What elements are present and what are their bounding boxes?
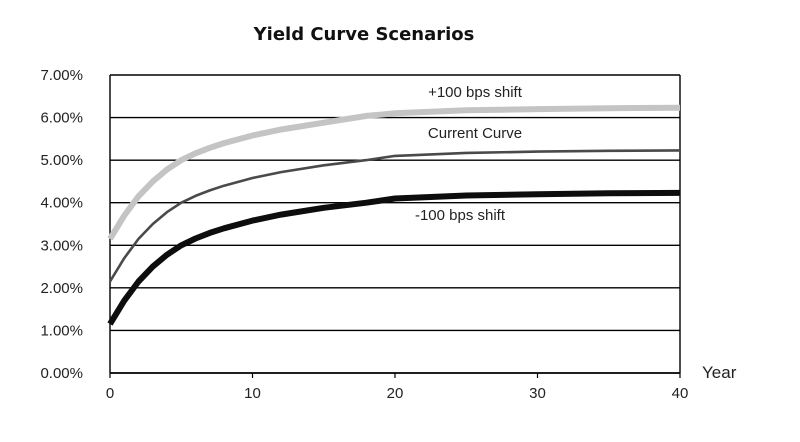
axes — [109, 75, 681, 378]
minus-100-bps-shift-line — [107, 189, 681, 326]
plus-100-bps-shift-line — [107, 104, 681, 241]
x-tick-label: 10 — [244, 385, 261, 402]
chart-title: Yield Curve Scenarios — [253, 24, 475, 45]
x-axis-label: Year — [702, 363, 737, 382]
y-tick-label: 1.00% — [40, 322, 83, 339]
tick-labels: 0.00% 1.00% 2.00% 3.00% 4.00% 5.00% 6.00% 7.00%… — [40, 67, 688, 402]
minus-100-bps-shift-label: -100 bps shift — [415, 207, 506, 224]
y-tick-label: 4.00% — [40, 195, 83, 212]
y-tick-label: 6.00% — [40, 110, 83, 127]
current-curve-label: Current Curve — [428, 125, 522, 142]
y-tick-label: 5.00% — [40, 152, 83, 169]
plus-100-bps-shift-label: +100 bps shift — [428, 84, 523, 101]
y-tick-label: 2.00% — [40, 280, 83, 297]
x-tick-label: 0 — [106, 385, 114, 402]
current-curve-line — [108, 149, 681, 283]
x-tick-label: 40 — [672, 385, 689, 402]
gridlines — [110, 74, 680, 374]
series-labels: +100 bps shift Current Curve -100 bps shif… — [415, 84, 523, 224]
x-tick-label: 30 — [529, 385, 546, 402]
x-tick-label: 20 — [387, 385, 404, 402]
series-lines — [107, 104, 681, 326]
y-tick-label: 7.00% — [40, 67, 83, 84]
y-tick-label: 0.00% — [40, 365, 83, 382]
y-tick-label: 3.00% — [40, 237, 83, 254]
